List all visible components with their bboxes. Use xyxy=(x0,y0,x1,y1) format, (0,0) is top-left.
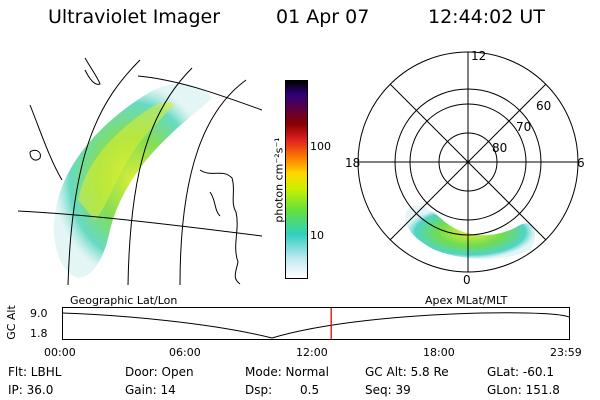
colorbar xyxy=(285,80,308,279)
latitude-line xyxy=(17,210,262,237)
app-title: Ultraviolet Imager xyxy=(48,6,221,28)
time-label: 12:44:02 UT xyxy=(428,6,545,28)
geographic-panel-label: Geographic Lat/Lon xyxy=(70,294,178,307)
mlat-label-70: 70 xyxy=(516,120,531,134)
xtick-0000: 00:00 xyxy=(44,346,76,359)
altitude-curve xyxy=(62,312,570,339)
coastline xyxy=(84,57,101,85)
mlt-label-18: 18 xyxy=(345,156,360,170)
dsp-label: Dsp: xyxy=(245,383,273,397)
gc-alt-info: GC Alt: 5.8 Re xyxy=(365,365,449,379)
xtick-2359: 23:59 xyxy=(550,346,582,359)
aurora-emission-polar xyxy=(405,205,536,259)
geographic-map-panel xyxy=(17,57,262,285)
coastline xyxy=(29,104,63,181)
polar-plot: 12 18 6 0 60 70 80 xyxy=(345,49,585,285)
colorbar-tick-10: 10 xyxy=(310,229,324,242)
colorbar-tick-100: 100 xyxy=(310,140,331,153)
flt-info: Flt: LBHL xyxy=(8,365,62,379)
date-label: 01 Apr 07 xyxy=(276,6,370,28)
meridian-line xyxy=(67,59,141,285)
coastline xyxy=(199,169,241,285)
glat-info: GLat: -60.1 xyxy=(487,365,554,379)
coastline xyxy=(29,149,41,161)
gain-info: Gain: 14 xyxy=(125,383,176,397)
door-info: Door: Open xyxy=(125,365,194,379)
coastline xyxy=(209,191,221,217)
mode-info: Mode: Normal xyxy=(245,365,329,379)
mlt-diagonal xyxy=(389,83,547,241)
dsp-value: 0.5 xyxy=(300,383,320,397)
apex-panel-label: Apex MLat/MLT xyxy=(425,294,508,307)
xtick-1800: 18:00 xyxy=(423,346,455,359)
mlt-label-0: 0 xyxy=(463,273,471,285)
seq-info: Seq: 39 xyxy=(365,383,411,397)
altitude-ytick-min: 1.8 xyxy=(30,327,48,340)
colorbar-unit-label: photon cm⁻²s⁻¹ xyxy=(272,137,286,223)
mlat-label-80: 80 xyxy=(492,141,507,155)
altitude-ylabel: GC Alt xyxy=(4,305,18,340)
ip-info: IP: 36.0 xyxy=(8,383,54,397)
meridian-line xyxy=(127,67,193,285)
mlat-label-60: 60 xyxy=(536,99,551,113)
glon-info: GLon: 151.8 xyxy=(487,383,560,397)
mlt-label-6: 6 xyxy=(577,156,585,170)
xtick-0600: 06:00 xyxy=(169,346,201,359)
aurora-emission-geo xyxy=(53,83,212,278)
altitude-ytick-max: 9.0 xyxy=(30,307,48,320)
altitude-plot xyxy=(62,307,570,340)
altitude-plot-frame xyxy=(62,307,570,340)
mlt-label-12: 12 xyxy=(471,49,486,63)
meridian-line xyxy=(179,79,247,285)
xtick-1200: 12:00 xyxy=(296,346,328,359)
latitude-line xyxy=(137,75,262,111)
